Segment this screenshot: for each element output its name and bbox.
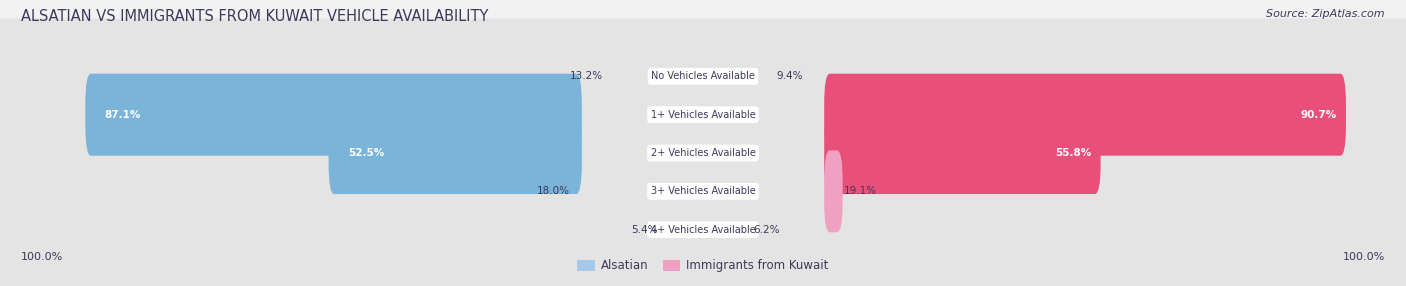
Text: 55.8%: 55.8% xyxy=(1056,148,1092,158)
FancyBboxPatch shape xyxy=(329,112,582,194)
FancyBboxPatch shape xyxy=(0,95,1406,211)
Text: 100.0%: 100.0% xyxy=(1343,253,1385,262)
Legend: Alsatian, Immigrants from Kuwait: Alsatian, Immigrants from Kuwait xyxy=(572,255,834,277)
FancyBboxPatch shape xyxy=(824,150,842,232)
Text: 9.4%: 9.4% xyxy=(776,72,803,81)
FancyBboxPatch shape xyxy=(0,19,1406,134)
Text: 87.1%: 87.1% xyxy=(105,110,141,120)
FancyBboxPatch shape xyxy=(824,112,1101,194)
FancyBboxPatch shape xyxy=(86,74,582,156)
Text: 52.5%: 52.5% xyxy=(349,148,384,158)
FancyBboxPatch shape xyxy=(0,57,1406,172)
Text: Source: ZipAtlas.com: Source: ZipAtlas.com xyxy=(1267,9,1385,19)
Text: ALSATIAN VS IMMIGRANTS FROM KUWAIT VEHICLE AVAILABILITY: ALSATIAN VS IMMIGRANTS FROM KUWAIT VEHIC… xyxy=(21,9,488,23)
Text: 3+ Vehicles Available: 3+ Vehicles Available xyxy=(651,186,755,196)
FancyBboxPatch shape xyxy=(0,172,1406,286)
Text: 90.7%: 90.7% xyxy=(1301,110,1337,120)
Text: 5.4%: 5.4% xyxy=(631,225,658,235)
Text: 100.0%: 100.0% xyxy=(21,253,63,262)
Text: 4+ Vehicles Available: 4+ Vehicles Available xyxy=(651,225,755,235)
FancyBboxPatch shape xyxy=(0,134,1406,249)
Text: 2+ Vehicles Available: 2+ Vehicles Available xyxy=(651,148,755,158)
Text: 1+ Vehicles Available: 1+ Vehicles Available xyxy=(651,110,755,120)
Text: 6.2%: 6.2% xyxy=(754,225,780,235)
Text: 19.1%: 19.1% xyxy=(844,186,877,196)
Text: No Vehicles Available: No Vehicles Available xyxy=(651,72,755,81)
FancyBboxPatch shape xyxy=(824,74,1346,156)
Text: 18.0%: 18.0% xyxy=(537,186,569,196)
Text: 13.2%: 13.2% xyxy=(569,72,603,81)
